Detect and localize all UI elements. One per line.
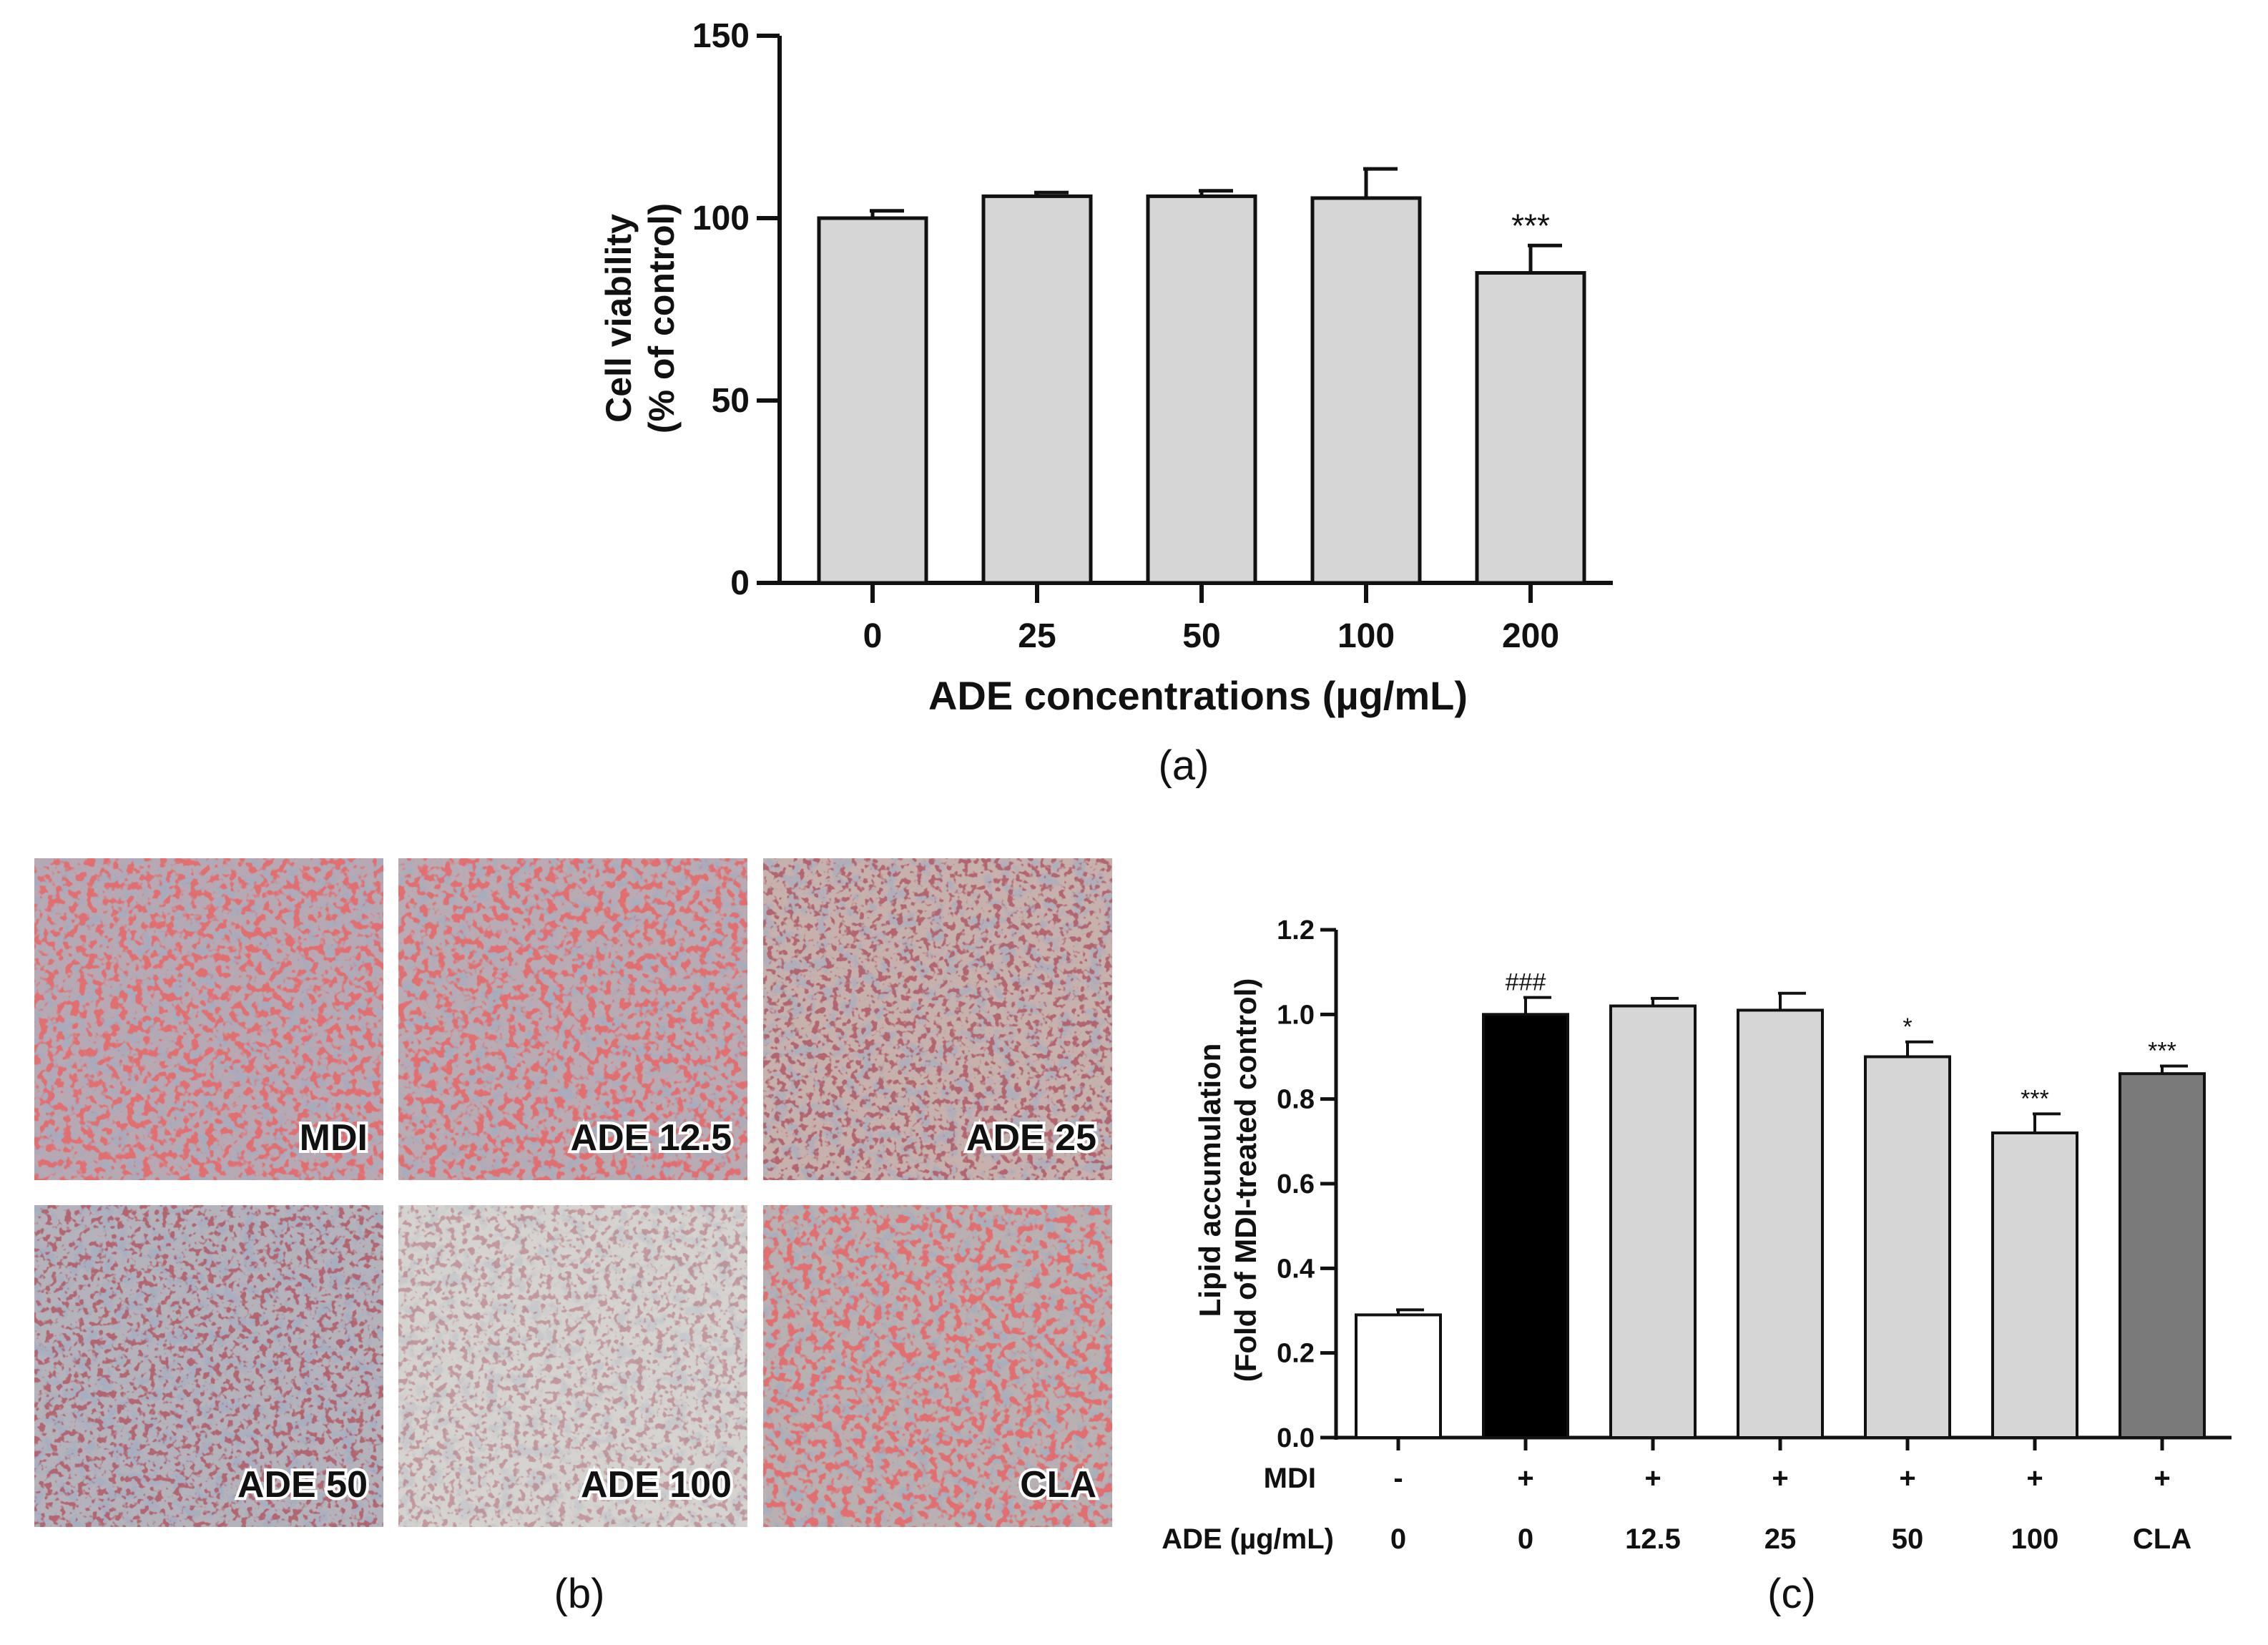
chart-c-mdi-value: +: [2026, 1463, 2043, 1494]
chart-c-mdi-value: +: [1644, 1463, 1661, 1494]
micrograph-label: ADE 50: [237, 1464, 368, 1506]
chart-a-ytick-label: 50: [712, 382, 750, 420]
micrograph-label: ADE 25: [966, 1117, 1096, 1159]
chart-c-significance-label: ***: [2148, 1038, 2176, 1065]
chart-c-bar: [2119, 1072, 2206, 1439]
chart-c-bar: [1991, 1131, 2078, 1439]
chart-a-xtick-label: 0: [863, 617, 883, 655]
chart-c-mdi-value: +: [1899, 1463, 1915, 1494]
chart-c-ytick-label: 1.2: [1277, 915, 1315, 946]
chart-a-bar: [1310, 196, 1422, 585]
chart-c-ytick-label: 0.2: [1277, 1339, 1315, 1369]
chart-a-ytick-label: 100: [692, 200, 750, 237]
chart-c-row-label-ade: ADE (µg/mL): [1162, 1523, 1334, 1555]
chart-c-ylabel-line1: Lipid accumulation: [1193, 1044, 1227, 1317]
chart-a-bars: ***: [817, 167, 1586, 585]
chart-c-ytick-label: 1.0: [1277, 1000, 1315, 1030]
chart-c-ade-value: 25: [1764, 1523, 1797, 1555]
lipid-accumulation-chart: ###******* 0.00.20.40.60.81.01.2-0+0+12.…: [1162, 915, 2232, 1555]
chart-c-bars: ###*******: [1355, 969, 2206, 1440]
chart-a-ticks: 0 50 100 150 0 25 50 100 200: [692, 17, 1559, 655]
micrograph-tile: MDI: [34, 858, 383, 1180]
micrograph-stain: [763, 858, 1112, 1180]
caption-b: (b): [554, 1571, 605, 1617]
chart-c-mdi-value: -: [1393, 1463, 1403, 1494]
chart-c-mdi-value: +: [1772, 1463, 1788, 1494]
micrograph-tile: ADE 50: [34, 1205, 383, 1527]
chart-c-significance-label: ***: [2021, 1085, 2049, 1112]
chart-c-ade-value: 50: [1892, 1523, 1924, 1555]
chart-a-xlabel: ADE concentrations (µg/mL): [928, 673, 1468, 718]
chart-a-bar: [817, 216, 928, 585]
chart-c-mdi-value: +: [1517, 1463, 1533, 1494]
chart-c-mdi-value: +: [2154, 1463, 2170, 1494]
chart-a-bar: [1475, 271, 1586, 585]
chart-c-bar: [1737, 1008, 1824, 1439]
chart-a-ytick-label: 150: [692, 17, 750, 55]
chart-a-xtick-label: 200: [1502, 617, 1559, 655]
chart-c-row-label-mdi: MDI: [1264, 1463, 1316, 1494]
chart-c-ytick-label: 0.6: [1277, 1169, 1315, 1199]
micrograph-stain: [398, 1205, 747, 1527]
chart-c-ade-value: 0: [1518, 1523, 1533, 1555]
chart-c-ade-value: 0: [1390, 1523, 1406, 1555]
chart-a-xtick-label: 25: [1018, 617, 1056, 655]
micrograph-label: MDI: [300, 1117, 368, 1159]
micrograph-label: CLA: [1020, 1464, 1096, 1506]
chart-c-significance-label: ###: [1506, 969, 1546, 996]
chart-a-bar: [1146, 194, 1257, 585]
chart-c-ade-value: 100: [2011, 1523, 2059, 1555]
chart-a-bar: [981, 194, 1093, 585]
chart-c-ylabel-line2: (Fold of MDI-treated control): [1229, 978, 1262, 1383]
chart-c-ade-value: 12.5: [1625, 1523, 1681, 1555]
chart-c-ticks: 0.0 0.2 0.4 0.6 0.8 1.0 1.2 - 0 +0 +12.5 +25 +50 +100…: [1277, 915, 2191, 1555]
chart-c-ytick-label: 0.8: [1277, 1085, 1315, 1115]
micrograph-tile: ADE 12.5: [398, 858, 747, 1180]
micrograph-stain: [34, 1205, 383, 1527]
caption-a: (a): [1159, 742, 1209, 789]
chart-c-bar: [1864, 1055, 1951, 1439]
chart-a-xtick-label: 50: [1182, 617, 1220, 655]
micrograph-tile: ADE 100: [398, 1205, 747, 1527]
micrograph-tile: ADE 25: [763, 858, 1112, 1180]
micrograph-stain: [763, 1205, 1112, 1527]
micrograph-grid: MDI ADE 12.5 ADE 25 ADE 50 ADE 100 CLA: [34, 858, 1112, 1527]
caption-c: (c): [1767, 1571, 1816, 1617]
chart-c-ytick-label: 0.0: [1277, 1423, 1315, 1453]
micrograph-label: ADE 12.5: [571, 1117, 732, 1159]
chart-a-ytick-label: 0: [730, 564, 750, 602]
chart-c-ytick-label: 0.4: [1277, 1254, 1315, 1284]
chart-a-ylabel-line1: Cell viability: [599, 214, 639, 423]
micrograph-label: ADE 100: [581, 1464, 732, 1506]
chart-c-ade-value: CLA: [2133, 1523, 2191, 1555]
chart-c-bar: [1355, 1313, 1442, 1439]
chart-a-xtick-label: 100: [1337, 617, 1395, 655]
chart-a-ylabel-line2: (% of control): [642, 203, 682, 433]
chart-c-bar: [1482, 1013, 1569, 1440]
micrograph-stain: [398, 858, 747, 1180]
chart-c-significance-label: *: [1903, 1013, 1912, 1041]
chart-c-bar: [1609, 1004, 1697, 1439]
micrograph-tile: CLA: [763, 1205, 1112, 1527]
micrograph-stain: [34, 858, 383, 1180]
chart-a-significance-label: ***: [1511, 207, 1550, 244]
